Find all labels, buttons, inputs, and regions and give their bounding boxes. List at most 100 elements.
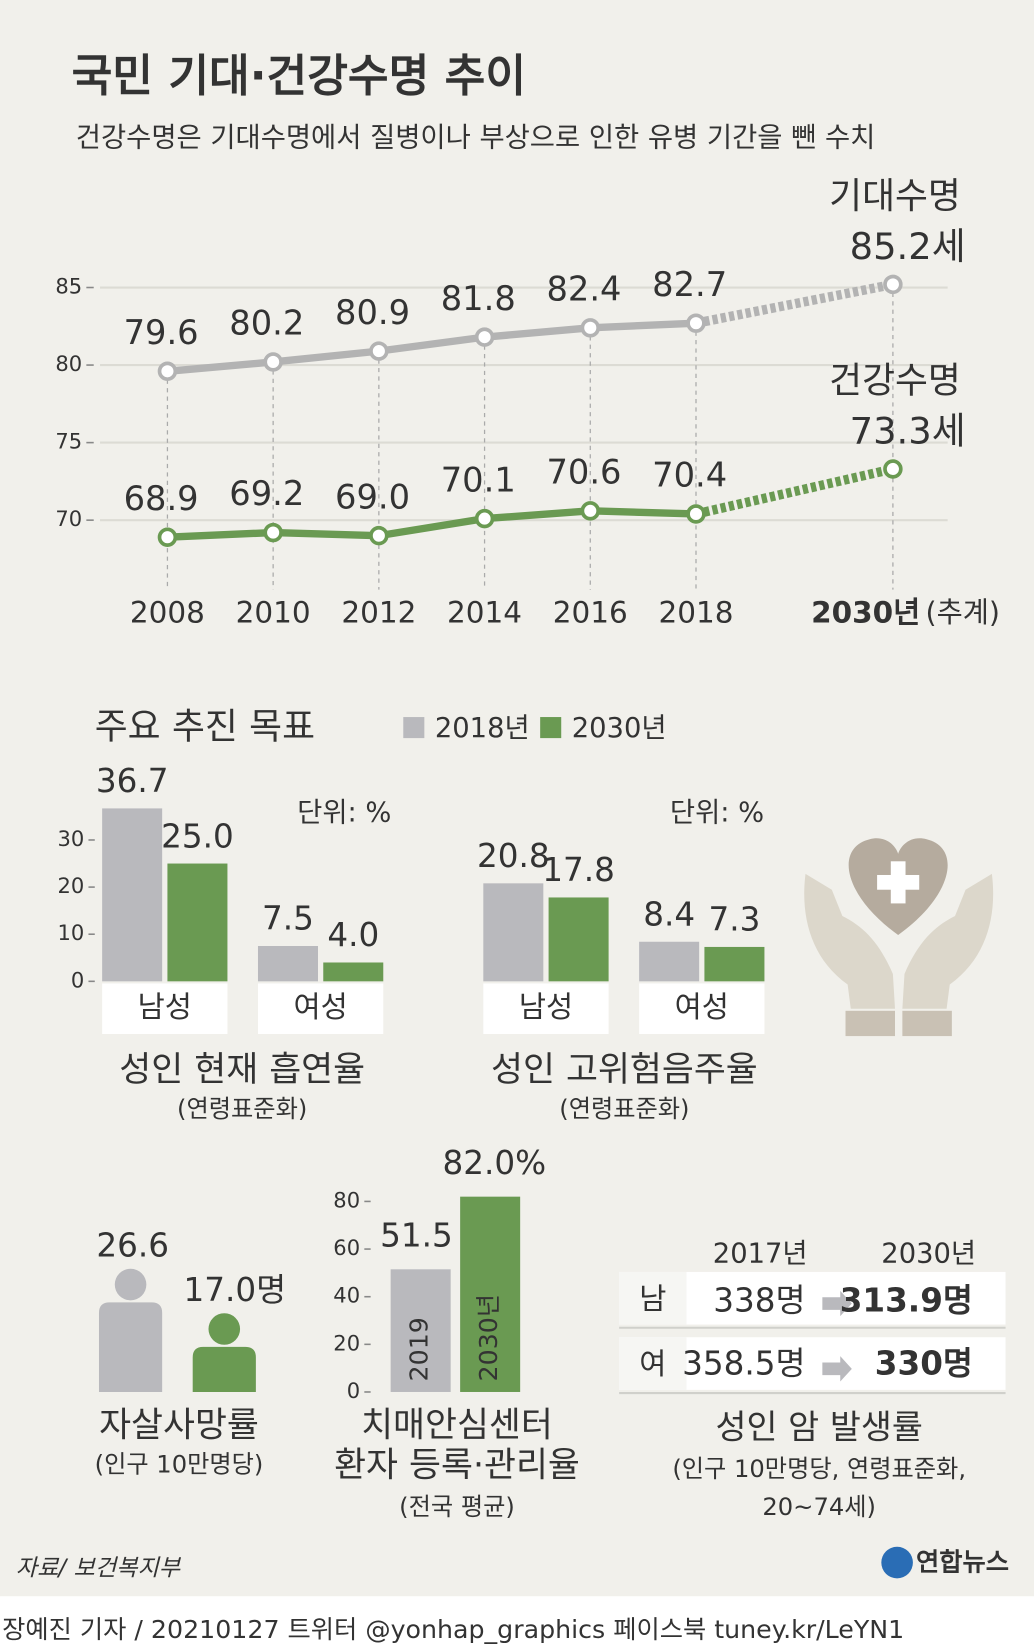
table-note: 20~74세) (762, 1493, 876, 1521)
x-tick-note: (추계) (926, 596, 1000, 629)
y-tick-label: 75 (55, 429, 82, 454)
series-name: 건강수명 (829, 361, 961, 402)
chart-title: 성인 고위험음주율 (491, 1050, 758, 1090)
series-name: 기대수명 (829, 176, 961, 217)
value-label: 51.5 (380, 1217, 453, 1255)
series-line (167, 507, 697, 541)
bar (548, 897, 609, 982)
value-label: 81.8 (441, 279, 516, 318)
table-label-cell (619, 1337, 687, 1390)
x-tick-label: 2008 (130, 595, 205, 629)
cuff-right (902, 1010, 952, 1037)
credit-bar (0, 1596, 1034, 1651)
value-label: 79.6 (124, 313, 199, 352)
chart-title: 자살사망률 (99, 1406, 259, 1446)
value-label: 85.2세 (850, 225, 966, 268)
point (686, 504, 706, 524)
value-label: 7.5 (262, 900, 314, 938)
x-tick-label: 2018 (658, 595, 733, 629)
table-column: 2030년 (881, 1239, 976, 1270)
y-tick-label: 80 (55, 351, 82, 376)
y-tick-label: 0 (71, 967, 84, 992)
x-tick-label: 2012 (341, 595, 416, 629)
bar (167, 863, 228, 982)
value-label: 82.4 (546, 269, 621, 308)
category-box (639, 983, 765, 1034)
credit: 장예진 기자 / 20210127 트위터 @yonhap_graphics 페… (2, 1615, 904, 1644)
value-label: 36.7 (96, 762, 169, 800)
table-row-label: 남 (639, 1282, 666, 1316)
bar (460, 1196, 521, 1392)
chart-title: 치매안심센터 (361, 1406, 553, 1446)
x-tick-label: 2030년 (474, 1294, 503, 1382)
table-title: 성인 암 발생률 (716, 1407, 923, 1446)
point (369, 525, 389, 546)
point (157, 527, 178, 547)
point (580, 318, 601, 338)
logo: 연합뉴스 (916, 1548, 1009, 1577)
source: 자료/ 보건복지부 (16, 1555, 182, 1581)
chart-title: 성인 현재 흡연율 (119, 1050, 365, 1090)
table-note: (인구 10만명당, 연령표준화, (672, 1455, 966, 1483)
series-line (167, 319, 697, 375)
chart-title: 환자 등록·관리율 (334, 1446, 580, 1486)
value-label: 20.8 (477, 837, 550, 875)
x-tick-label: 남성 (138, 990, 192, 1024)
y-tick-label: 40 (333, 1283, 360, 1308)
bar (323, 962, 384, 982)
value-label: 70.6 (546, 453, 621, 492)
legend-swatch (540, 717, 562, 739)
category-box (102, 983, 228, 1034)
value-label: 4.0 (327, 916, 379, 954)
title: 국민 기대·건강수명 추이 (72, 51, 526, 102)
x-tick-label: 2014 (447, 595, 522, 629)
legend-swatch (403, 717, 425, 739)
value-label: 69.0 (335, 477, 410, 516)
point (369, 341, 389, 361)
value-label: 80.2 (229, 304, 304, 343)
y-tick-label: 30 (57, 826, 84, 851)
chart-note: (연령표준화) (559, 1095, 689, 1123)
legend-label: 2018년 (435, 713, 530, 744)
chart-note: (인구 10만명당) (95, 1451, 264, 1479)
x-tick-label: 2019 (405, 1317, 434, 1381)
x-tick-label: 여성 (294, 990, 348, 1024)
logo-mark (881, 1546, 913, 1579)
bar (102, 808, 163, 982)
unit-label: 단위: % (297, 797, 391, 828)
value-label: 26.6 (96, 1227, 169, 1265)
person-icon (98, 1268, 163, 1392)
table-cell: 358.5명 (682, 1345, 805, 1383)
value-label: 82.0% (443, 1144, 547, 1182)
table-cell: 330명 (875, 1345, 973, 1383)
point (474, 327, 495, 347)
bar (704, 946, 765, 982)
chart-note: (전국 평균) (399, 1493, 515, 1521)
y-tick-label: 60 (333, 1235, 360, 1260)
y-tick-label: 85 (55, 274, 82, 299)
section-title: 주요 추진 목표 (95, 707, 315, 748)
value-label: 70.1 (441, 460, 516, 499)
bar (257, 945, 318, 982)
value-label: 80.9 (335, 293, 410, 332)
x-tick-label: 2030년 (811, 595, 920, 629)
care-icon (804, 838, 994, 1037)
table-row-label: 여 (639, 1347, 666, 1381)
value-label: 73.3세 (850, 410, 966, 453)
point (580, 501, 601, 521)
y-tick-label: 20 (57, 873, 84, 898)
table-cell: 313.9명 (840, 1281, 973, 1319)
point (686, 313, 706, 333)
table-cell: 338명 (713, 1281, 805, 1319)
value-label: 7.3 (708, 901, 760, 939)
arrow (822, 1290, 852, 1317)
arrow (822, 1356, 852, 1382)
bar (390, 1269, 451, 1392)
value-label: 69.2 (229, 474, 304, 513)
point (157, 361, 178, 382)
y-tick-label: 20 (333, 1330, 360, 1355)
table-label-cell (619, 1271, 687, 1325)
x-tick-label: 남성 (519, 990, 573, 1024)
